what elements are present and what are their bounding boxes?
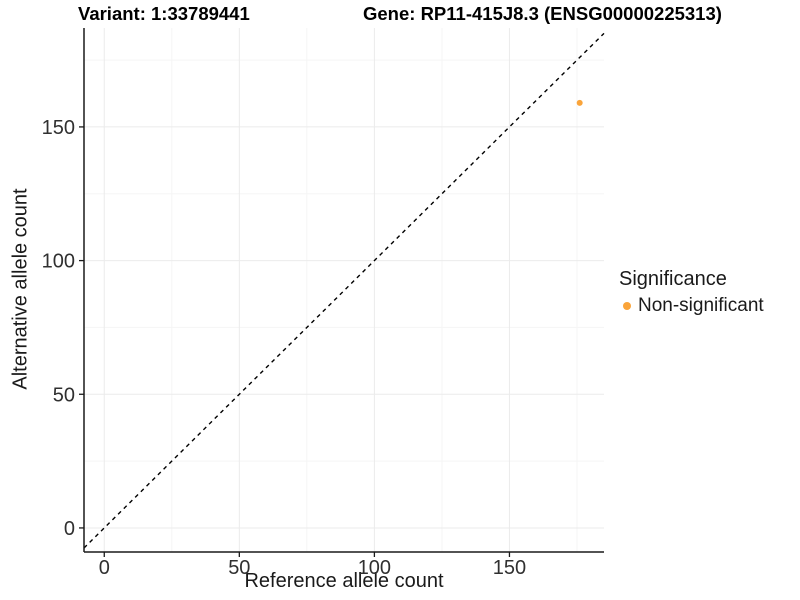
x-tick-label: 150 [493,557,526,579]
legend: Significance Non-significant [619,268,764,317]
x-tick-label: 50 [228,557,250,579]
legend-item-label: Non-significant [638,295,764,316]
y-tick-label: 0 [64,518,75,540]
y-tick-label: 50 [53,384,75,406]
legend-title: Significance [619,268,727,290]
gene-title: Gene: RP11-415J8.3 (ENSG00000225313) [363,3,722,24]
x-axis-title: Reference allele count [244,570,444,592]
identity-line [83,32,605,549]
legend-item: Non-significant [619,295,764,317]
x-tick-label: 100 [358,557,391,579]
variant-title: Variant: 1:33789441 [78,3,250,24]
data-point [576,99,583,106]
y-tick-label: 100 [42,251,75,273]
y-tick-label: 150 [42,117,75,139]
legend-point-icon [623,302,631,310]
x-tick-label: 0 [99,557,110,579]
